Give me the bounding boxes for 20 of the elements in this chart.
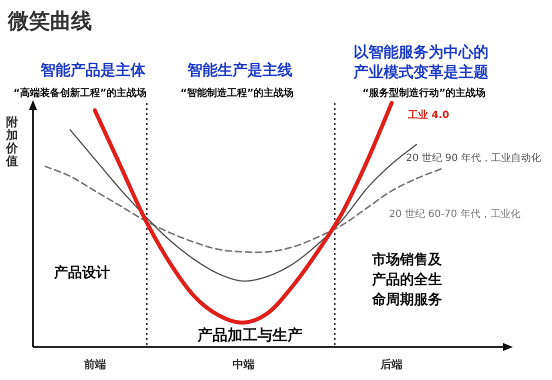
series-label: 20 世纪 90 年代，工业自动化 <box>406 152 541 164</box>
text: “智能制造工程”的主战场 <box>180 87 294 99</box>
annotation: 产品的全生 <box>371 271 442 288</box>
x-tick-label: 前端 <box>82 358 106 371</box>
text: 智能产品是主体 <box>40 61 146 79</box>
annotation: 产品设计 <box>53 264 110 281</box>
y-axis-title: 附加价值 <box>5 115 19 168</box>
annotation: 市场销售及 <box>371 251 443 268</box>
x-tick-label: 中端 <box>232 358 254 371</box>
text: 智能生产是主线 <box>186 61 292 79</box>
annotation: 命周期服务 <box>371 292 442 308</box>
chart-title: 微笑曲线 <box>7 9 92 33</box>
text: “高端装备创新工程”的主战场 <box>13 87 147 99</box>
text: 产业模式变革是主题 <box>352 63 488 81</box>
series-label: 20 世纪 60-70 年代，工业化 <box>389 208 520 220</box>
series-label: 工业 4.0 <box>407 109 450 121</box>
text: 以智能服务为中心的 <box>354 43 488 61</box>
text: “服务型制造行动”的主战场 <box>362 87 486 99</box>
x-tick-label: 后端 <box>380 358 403 371</box>
annotation: 产品加工与生产 <box>196 326 302 344</box>
